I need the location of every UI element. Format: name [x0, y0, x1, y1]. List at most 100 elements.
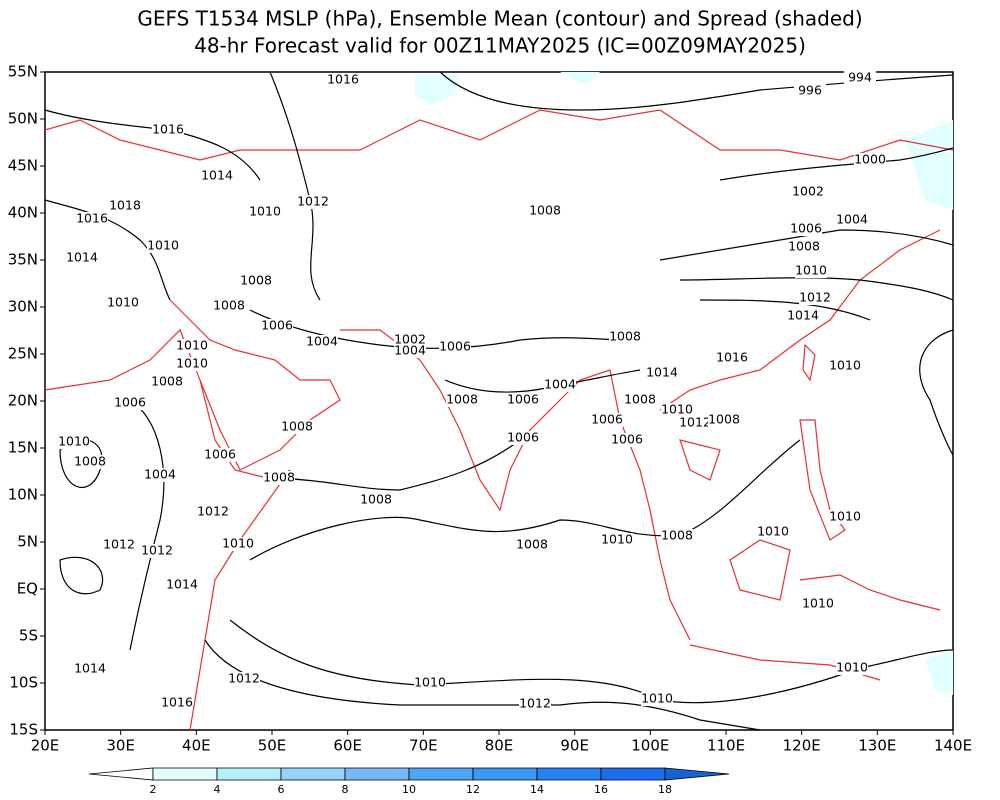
lat-label: 5S: [19, 627, 38, 645]
contour-label: 1010: [795, 263, 827, 278]
label-bg: [507, 393, 539, 407]
contour-label: 1012: [197, 504, 229, 519]
contour-label: 1012: [103, 537, 135, 552]
label-bg: [802, 597, 834, 611]
colorbar-label: 6: [278, 783, 285, 796]
contour: [659, 229, 954, 261]
contour-label: 1006: [507, 392, 539, 407]
label-bg: [144, 468, 176, 482]
contour-label: 1010: [802, 596, 834, 611]
label-bg: [327, 73, 359, 87]
colorbar-swatch: [152, 767, 218, 781]
coast: [679, 439, 721, 481]
subtitle: 48-hr Forecast valid for 00Z11MAY2025 (I…: [194, 34, 806, 58]
colorbar-swatch: [216, 767, 282, 781]
lat-label: 20N: [8, 392, 38, 410]
contour-label: 1008: [708, 412, 740, 427]
label-bg: [679, 416, 711, 430]
colorbar-label: 14: [530, 783, 544, 796]
lon-label: 90E: [560, 737, 589, 755]
contour-label: 1008: [624, 392, 656, 407]
contour-label: 1010: [641, 691, 673, 706]
colorbar-label: 10: [402, 783, 416, 796]
label-bg: [544, 378, 576, 392]
lat-label: 5N: [17, 533, 38, 551]
contour: [204, 639, 761, 731]
contour-label: 1014: [787, 308, 819, 323]
label-bg: [297, 195, 329, 209]
lon-label: 110E: [707, 737, 745, 755]
contour-label: 1012: [799, 290, 831, 305]
lat-label: 55N: [8, 63, 38, 81]
colorbar-swatch: [536, 767, 602, 781]
contour-label: 1012: [519, 696, 551, 711]
label-bg: [507, 431, 539, 445]
label-bg: [601, 533, 633, 547]
label-bg: [439, 340, 471, 354]
shade: [415, 75, 460, 105]
label-bg: [836, 213, 868, 227]
contour-label: 1016: [716, 350, 748, 365]
contour: [129, 399, 165, 651]
contour-label: 1004: [144, 467, 176, 482]
contour-label: 1004: [544, 377, 576, 392]
label-bg: [74, 662, 106, 676]
colorbar-swatch: [600, 767, 666, 781]
label-bg: [394, 344, 426, 358]
contour-label: 1006: [611, 432, 643, 447]
contour-label: 1012: [141, 543, 173, 558]
contour-label: 1004: [306, 334, 338, 349]
contour-label: 1008: [529, 203, 561, 218]
contour-label: 1006: [114, 395, 146, 410]
map-frame: [44, 71, 954, 731]
lat-label: 10N: [8, 486, 38, 504]
lon-label: 40E: [182, 737, 211, 755]
coast: [802, 343, 816, 382]
label-bg: [716, 351, 748, 365]
lon-label: 80E: [485, 737, 514, 755]
contour-label: 1008: [281, 419, 313, 434]
label-bg: [529, 204, 561, 218]
label-bg: [58, 435, 90, 449]
shade: [925, 650, 953, 695]
coast: [729, 539, 791, 601]
contour-label: 1008: [446, 392, 478, 407]
contour-label: 1010: [176, 356, 208, 371]
label-bg: [624, 393, 656, 407]
contour-label: 1016: [161, 695, 193, 710]
contour-label: 1016: [152, 122, 184, 137]
contour-label: 1010: [661, 402, 693, 417]
contour-label: 1008: [609, 329, 641, 344]
contour-label: 1016: [76, 211, 108, 226]
label-bg: [166, 578, 198, 592]
lat-label: EQ: [17, 580, 38, 598]
label-bg: [249, 205, 281, 219]
contour-label: 1010: [829, 358, 861, 373]
lon-label: 130E: [858, 737, 896, 755]
colorbar-swatch: [664, 767, 730, 781]
contour-label: 994: [848, 70, 872, 85]
colorbar-label: 8: [342, 783, 349, 796]
lat-label: 15S: [9, 721, 38, 739]
contour-label: 1006: [261, 318, 293, 333]
contour-label: 1010: [836, 660, 868, 675]
contour-label: 1012: [679, 415, 711, 430]
label-bg: [844, 71, 876, 85]
contour-label: 1006: [204, 447, 236, 462]
label-bg: [360, 493, 392, 507]
contour-label: 1010: [829, 509, 861, 524]
contour-label: 1008: [788, 239, 820, 254]
contour-label: 996: [798, 83, 822, 98]
contour: [44, 199, 171, 301]
label-bg: [74, 455, 106, 469]
lon-label: 50E: [258, 737, 287, 755]
label-bg: [854, 153, 886, 167]
label-bg: [609, 330, 641, 344]
colorbar-swatch: [88, 767, 154, 781]
lon-label: 120E: [783, 737, 821, 755]
contour-label: 1010: [757, 524, 789, 539]
label-bg: [213, 299, 245, 313]
contour-label: 1006: [591, 412, 623, 427]
label-bg: [790, 222, 822, 236]
lat-label: 30N: [8, 298, 38, 316]
